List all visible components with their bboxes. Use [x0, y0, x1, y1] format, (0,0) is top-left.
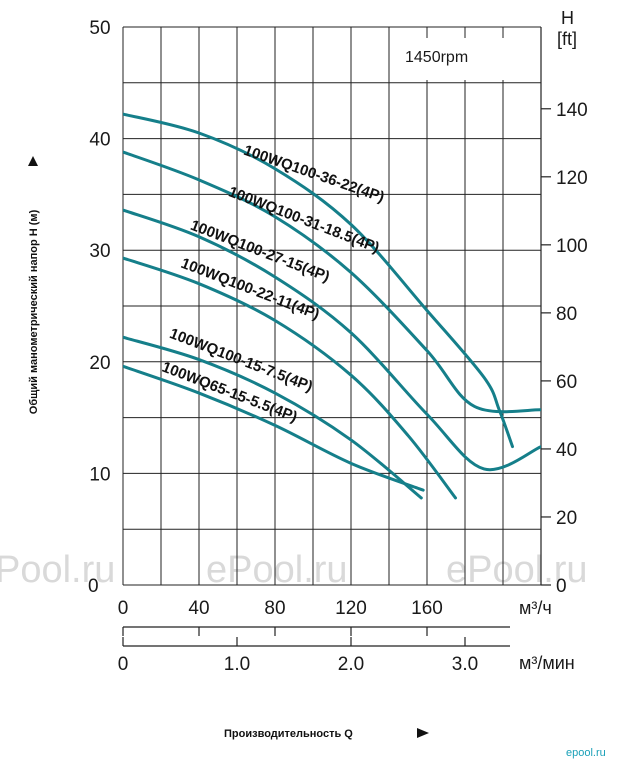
x-axis-title-text: Производительность Q — [224, 728, 353, 740]
right-tick-label: 120 — [556, 168, 588, 189]
right-tick-label: 140 — [556, 100, 588, 121]
x-unit-m3h: м³/ч — [519, 598, 552, 618]
arrow-up-icon — [28, 156, 38, 166]
speed-label: 1450rpm — [405, 49, 468, 66]
right-tick-label: 80 — [556, 304, 577, 325]
right-tick-label: 40 — [556, 440, 577, 461]
y-tick-label: 40 — [89, 130, 110, 151]
x-tick-label: 160 — [411, 598, 443, 619]
logo-text: epool.ru — [566, 747, 606, 759]
right-axis-title: H — [561, 8, 574, 28]
watermarks: Pool.ru ePool.ru ePool.ru — [0, 549, 588, 591]
y-axis-title-text: Общий манометрический напор H (м) — [28, 209, 40, 414]
right-axis-unit: [ft] — [557, 29, 577, 49]
watermark: ePool.ru — [206, 549, 348, 591]
series-line — [123, 256, 457, 500]
watermark: ePool.ru — [446, 549, 588, 591]
series-line — [123, 335, 423, 500]
x2-tick-label: 2.0 — [338, 654, 364, 675]
x2-tick-label: 0 — [118, 654, 129, 675]
curves — [123, 112, 541, 500]
y-tick-label-zero: 0 — [88, 576, 99, 597]
y-tick-label: 20 — [89, 353, 110, 374]
y-tick-label: 50 — [89, 18, 110, 39]
series-line — [123, 364, 425, 492]
series-line — [123, 208, 541, 472]
y-tick-label: 10 — [89, 464, 110, 485]
speed-box: 1450rpm — [398, 38, 508, 80]
x2-tick-label: 3.0 — [452, 654, 478, 675]
x-unit-m3min: м³/мин — [519, 653, 575, 673]
right-tick-label: 60 — [556, 372, 577, 393]
y-axis-title: Общий манометрический напор H (м) — [28, 156, 40, 414]
x-tick-label: 120 — [335, 598, 367, 619]
grid — [122, 26, 542, 586]
x2-tick-label: 1.0 — [224, 654, 250, 675]
y-tick-label: 30 — [89, 241, 110, 262]
arrow-right-icon — [417, 728, 429, 738]
x-axis-title: Производительность Q — [224, 728, 429, 740]
series-line — [123, 150, 541, 414]
x-tick-label: 0 — [118, 598, 129, 619]
watermark: Pool.ru — [0, 549, 115, 591]
tick-labels: 10 20 30 40 50 0 20 40 60 80 100 120 140 0 40 80 120 160 0… — [89, 18, 587, 675]
curve-labels: 100WQ100-36-22(4P)100WQ100-31-18.5(4P)10… — [160, 142, 387, 426]
right-tick-label: 20 — [556, 508, 577, 529]
x-tick-label: 80 — [264, 598, 285, 619]
x-tick-label: 40 — [188, 598, 209, 619]
right-tick-label: 100 — [556, 236, 588, 257]
right-tick-label: 0 — [556, 576, 567, 597]
series-line — [123, 112, 514, 449]
